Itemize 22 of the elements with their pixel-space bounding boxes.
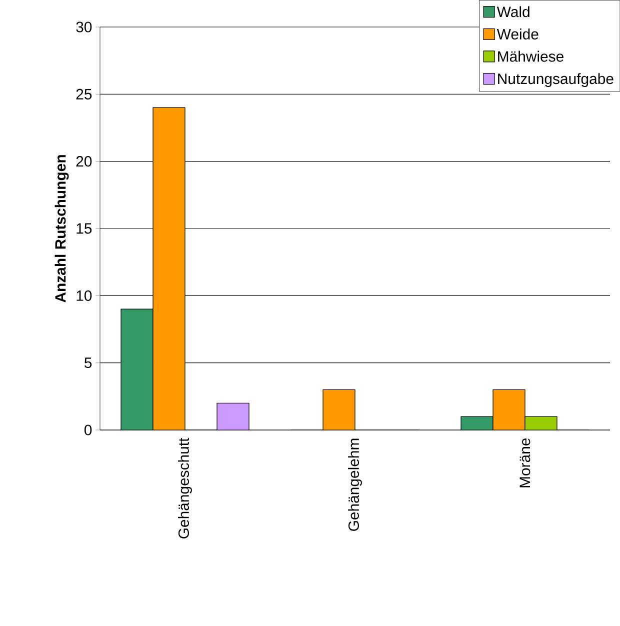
- y-tick-label: 5: [84, 358, 92, 368]
- y-axis-title: Anzahl Rutschungen: [54, 155, 69, 302]
- bar: [152, 107, 186, 430]
- y-tick-label: 25: [76, 88, 92, 100]
- bar: [524, 416, 558, 430]
- bar: [460, 416, 494, 430]
- x-tick-label: Moräne: [520, 438, 530, 488]
- y-tick-label: 20: [76, 156, 92, 167]
- bar: [322, 389, 356, 430]
- y-tick-label: 10: [76, 290, 92, 301]
- legend-label: Weide: [496, 28, 538, 40]
- bar: [492, 389, 526, 430]
- x-tick-label: Gehängeschutt: [178, 438, 192, 538]
- y-tick-label: 0: [84, 424, 92, 436]
- y-tick-label: 30: [76, 22, 92, 32]
- bar: [216, 402, 250, 430]
- legend-label: Wald: [496, 6, 530, 18]
- y-tick-label: 15: [76, 223, 92, 234]
- x-tick-label: Gehängelehm: [348, 438, 362, 531]
- bar: [120, 308, 154, 430]
- legend-label: Nutzungsaufgabe: [498, 73, 614, 88]
- legend-label: Mähwiese: [498, 50, 564, 62]
